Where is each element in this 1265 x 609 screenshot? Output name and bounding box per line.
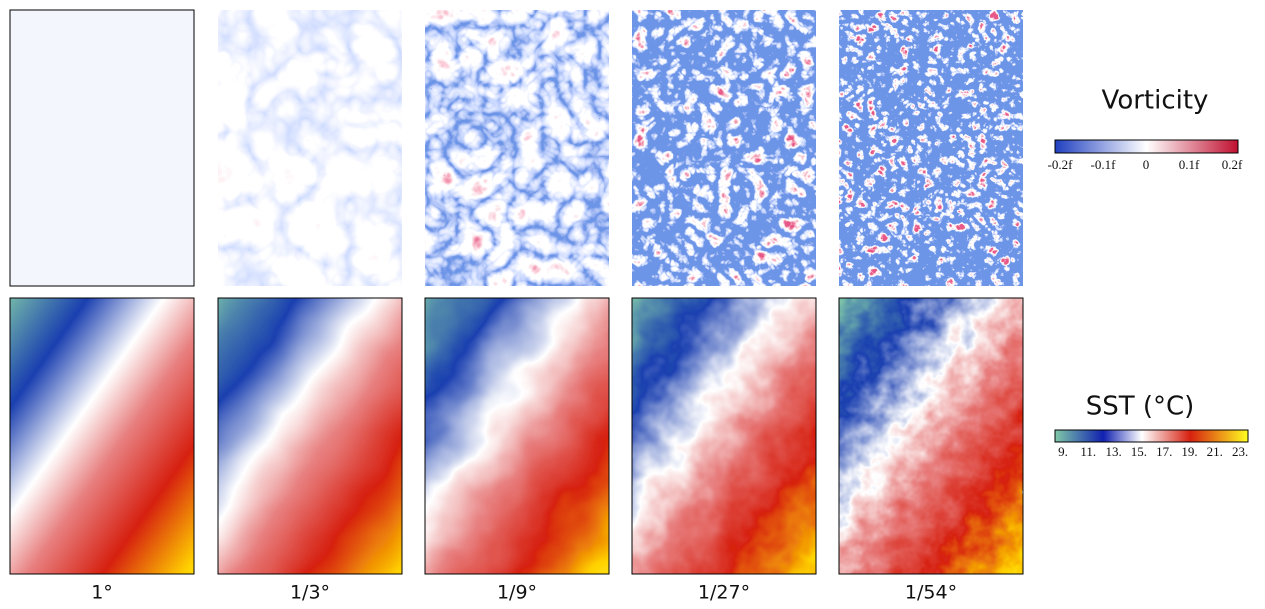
sst-panel-frame [217, 297, 403, 575]
vorticity-panel [9, 9, 195, 287]
sst-panel-frame [631, 297, 817, 575]
column-label: 1/27° [698, 582, 750, 604]
vorticity-tick-label: 0 [1143, 157, 1150, 172]
vorticity-colorbar [1054, 139, 1239, 154]
vorticity-title: Vorticity [1102, 86, 1209, 116]
sst-tick-label: 19. [1181, 444, 1197, 459]
sst-panel [218, 298, 402, 574]
sst-panel [10, 298, 194, 574]
sst-panel [425, 298, 609, 574]
column-label: 1° [91, 582, 113, 604]
vorticity-panel [838, 9, 1024, 287]
vorticity-panel [424, 9, 610, 287]
sst-title: SST (°C) [1086, 392, 1195, 422]
vorticity-tick-label: -0.1f [1091, 157, 1117, 172]
sst-tick-label: 23. [1232, 444, 1248, 459]
sst-tick-label: 21. [1207, 444, 1223, 459]
sst-tick-label: 11. [1080, 444, 1096, 459]
sst-panel-frame [9, 297, 195, 575]
sst-tick-label: 9. [1058, 444, 1068, 459]
sst-panel [839, 298, 1023, 574]
sst-colorbar [1054, 429, 1249, 443]
sst-tick-label: 17. [1156, 444, 1172, 459]
vorticity-tick-label: 0.1f [1179, 157, 1200, 172]
vorticity-panel [631, 9, 817, 287]
vorticity-tick-label: 0.2f [1222, 157, 1243, 172]
vorticity-panel [217, 9, 403, 287]
sst-tick-label: 13. [1105, 444, 1121, 459]
sst-panel [632, 298, 816, 574]
column-label: 1/54° [905, 582, 957, 604]
sst-panel-frame [838, 297, 1024, 575]
column-label: 1/9° [497, 582, 537, 604]
column-label: 1/3° [290, 582, 330, 604]
sst-tick-label: 15. [1131, 444, 1147, 459]
sst-panel-frame [424, 297, 610, 575]
vorticity-tick-label: -0.2f [1048, 157, 1074, 172]
